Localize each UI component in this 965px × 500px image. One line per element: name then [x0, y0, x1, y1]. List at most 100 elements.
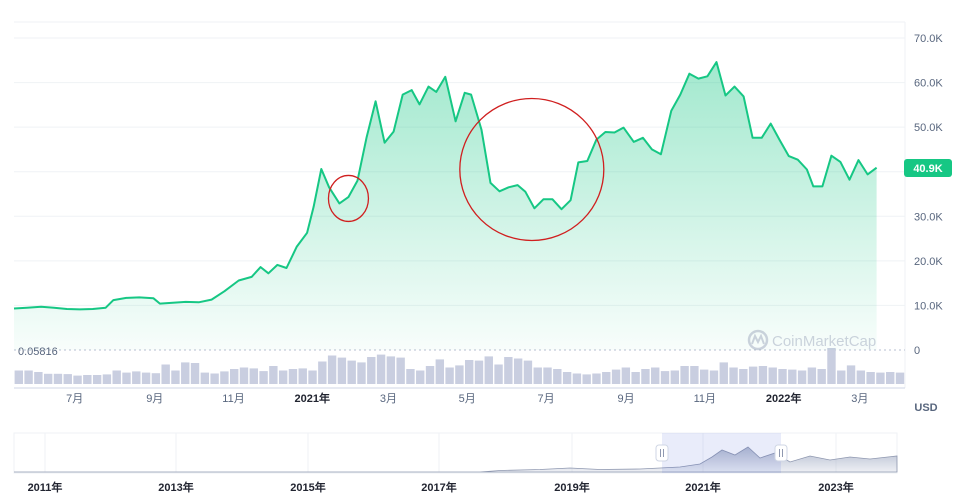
current-price-label: 40.9K: [913, 163, 942, 175]
volume-bar: [513, 358, 523, 384]
volume-bar: [876, 372, 885, 384]
volume-bar: [376, 354, 386, 384]
current-price-badge: [904, 159, 952, 177]
navigator-tick-label: 2021年: [685, 480, 720, 494]
current-price-tag[interactable]: 40.9K: [904, 159, 952, 177]
volume-bar: [690, 366, 699, 384]
volume-bar: [298, 368, 307, 384]
pause-handle-icon: [660, 449, 664, 457]
volume-bar: [347, 360, 356, 384]
y-tick-label: 20.0K: [914, 256, 943, 268]
volume-bar: [778, 369, 787, 384]
volume-bar: [523, 360, 533, 384]
y-tick-label: 60.0K: [914, 78, 943, 90]
volume-bar: [112, 370, 121, 384]
navigator-selection[interactable]: [662, 433, 781, 473]
volume-bar: [729, 367, 738, 384]
volume-bar: [739, 369, 748, 384]
volume-bar: [53, 373, 63, 384]
volume-bar: [572, 373, 582, 384]
volume-bar: [132, 371, 141, 384]
volume-bar: [797, 370, 807, 384]
volume-bar: [680, 366, 689, 384]
volume-bar: [181, 362, 190, 384]
volume-bar: [190, 363, 200, 384]
navigator-tick-label: 2019年: [554, 480, 589, 494]
volume-bar: [768, 367, 777, 384]
price-area-fill: [14, 62, 877, 350]
volume-bar: [621, 367, 631, 384]
volume-bar: [670, 370, 680, 384]
navigator-tick-label: 2017年: [421, 480, 456, 494]
volume-bar: [269, 366, 278, 384]
volume-bar: [288, 369, 298, 384]
volume-bar: [641, 369, 650, 384]
volume-bar: [141, 372, 151, 384]
volume-bar: [337, 357, 347, 384]
pause-handle-icon: [779, 449, 783, 457]
volume-bar: [592, 373, 601, 384]
volume-bar: [24, 370, 33, 384]
volume-bar: [308, 370, 317, 384]
time-navigator[interactable]: [13, 432, 898, 474]
volume-bar: [866, 372, 875, 384]
volume-bar: [494, 364, 503, 384]
volume-bar: [210, 373, 219, 384]
volume-bar: [249, 368, 258, 384]
volume-bar: [161, 364, 170, 384]
volume-bar: [396, 357, 405, 384]
volume-bar: [788, 369, 797, 384]
volume-bar: [416, 370, 425, 384]
volume-bar: [846, 365, 856, 384]
volume-bar: [406, 369, 415, 384]
y-tick-label: 70.0K: [914, 33, 943, 45]
volume-bar: [425, 366, 435, 384]
volume-bar: [230, 369, 239, 384]
volume-bar: [533, 367, 542, 384]
volume-bar: [807, 367, 817, 384]
navigator-tick-label: 2011年: [28, 480, 63, 494]
volume-bar: [63, 374, 72, 384]
volume-bar: [367, 357, 376, 384]
volume-bar: [817, 369, 826, 384]
volume-bar: [837, 370, 846, 384]
x-tick-label: 5月: [459, 393, 476, 405]
navigator-tick-label: 2015年: [290, 480, 325, 494]
watermark-text: CoinMarketCap: [772, 333, 876, 350]
navigator-tick-label: 2013年: [158, 480, 193, 494]
volume-bar: [553, 369, 562, 384]
volume-bar: [582, 374, 591, 384]
volume-bar: [327, 355, 337, 384]
volume-bars: [14, 348, 905, 384]
volume-bar: [34, 372, 43, 384]
volume-bar: [886, 372, 895, 384]
volume-bar: [709, 370, 719, 384]
volume-bar: [699, 369, 709, 384]
volume-bar: [318, 361, 327, 384]
navigator-right-handle[interactable]: [774, 444, 788, 462]
y-tick-label: 30.0K: [914, 211, 943, 223]
coinmarketcap-logo-icon: [747, 329, 769, 351]
x-tick-label: 9月: [618, 393, 635, 405]
volume-bar: [895, 372, 905, 384]
volume-bar: [278, 370, 288, 384]
volume-bar: [259, 371, 268, 384]
volume-bar: [435, 359, 445, 384]
volume-bar: [455, 365, 464, 384]
volume-bar: [43, 373, 53, 384]
navigator-ticks: 2011年 2013年 2015年 2017年 2019年 2021年 2023年: [28, 480, 854, 494]
annotation-circle: [459, 97, 605, 242]
volume-bar: [151, 373, 161, 384]
navigator-left-handle[interactable]: [655, 444, 669, 462]
price-line: [13, 61, 878, 311]
volume-bar: [14, 370, 23, 384]
volume-bar: [631, 372, 640, 384]
volume-bar: [504, 357, 513, 384]
volume-bar: [856, 370, 866, 384]
volume-bar: [92, 375, 102, 384]
x-tick-label: 11月: [694, 393, 716, 405]
x-tick-label: 11月: [222, 393, 244, 405]
x-tick-label: 9月: [146, 393, 163, 405]
currency-label: USD: [914, 402, 937, 414]
